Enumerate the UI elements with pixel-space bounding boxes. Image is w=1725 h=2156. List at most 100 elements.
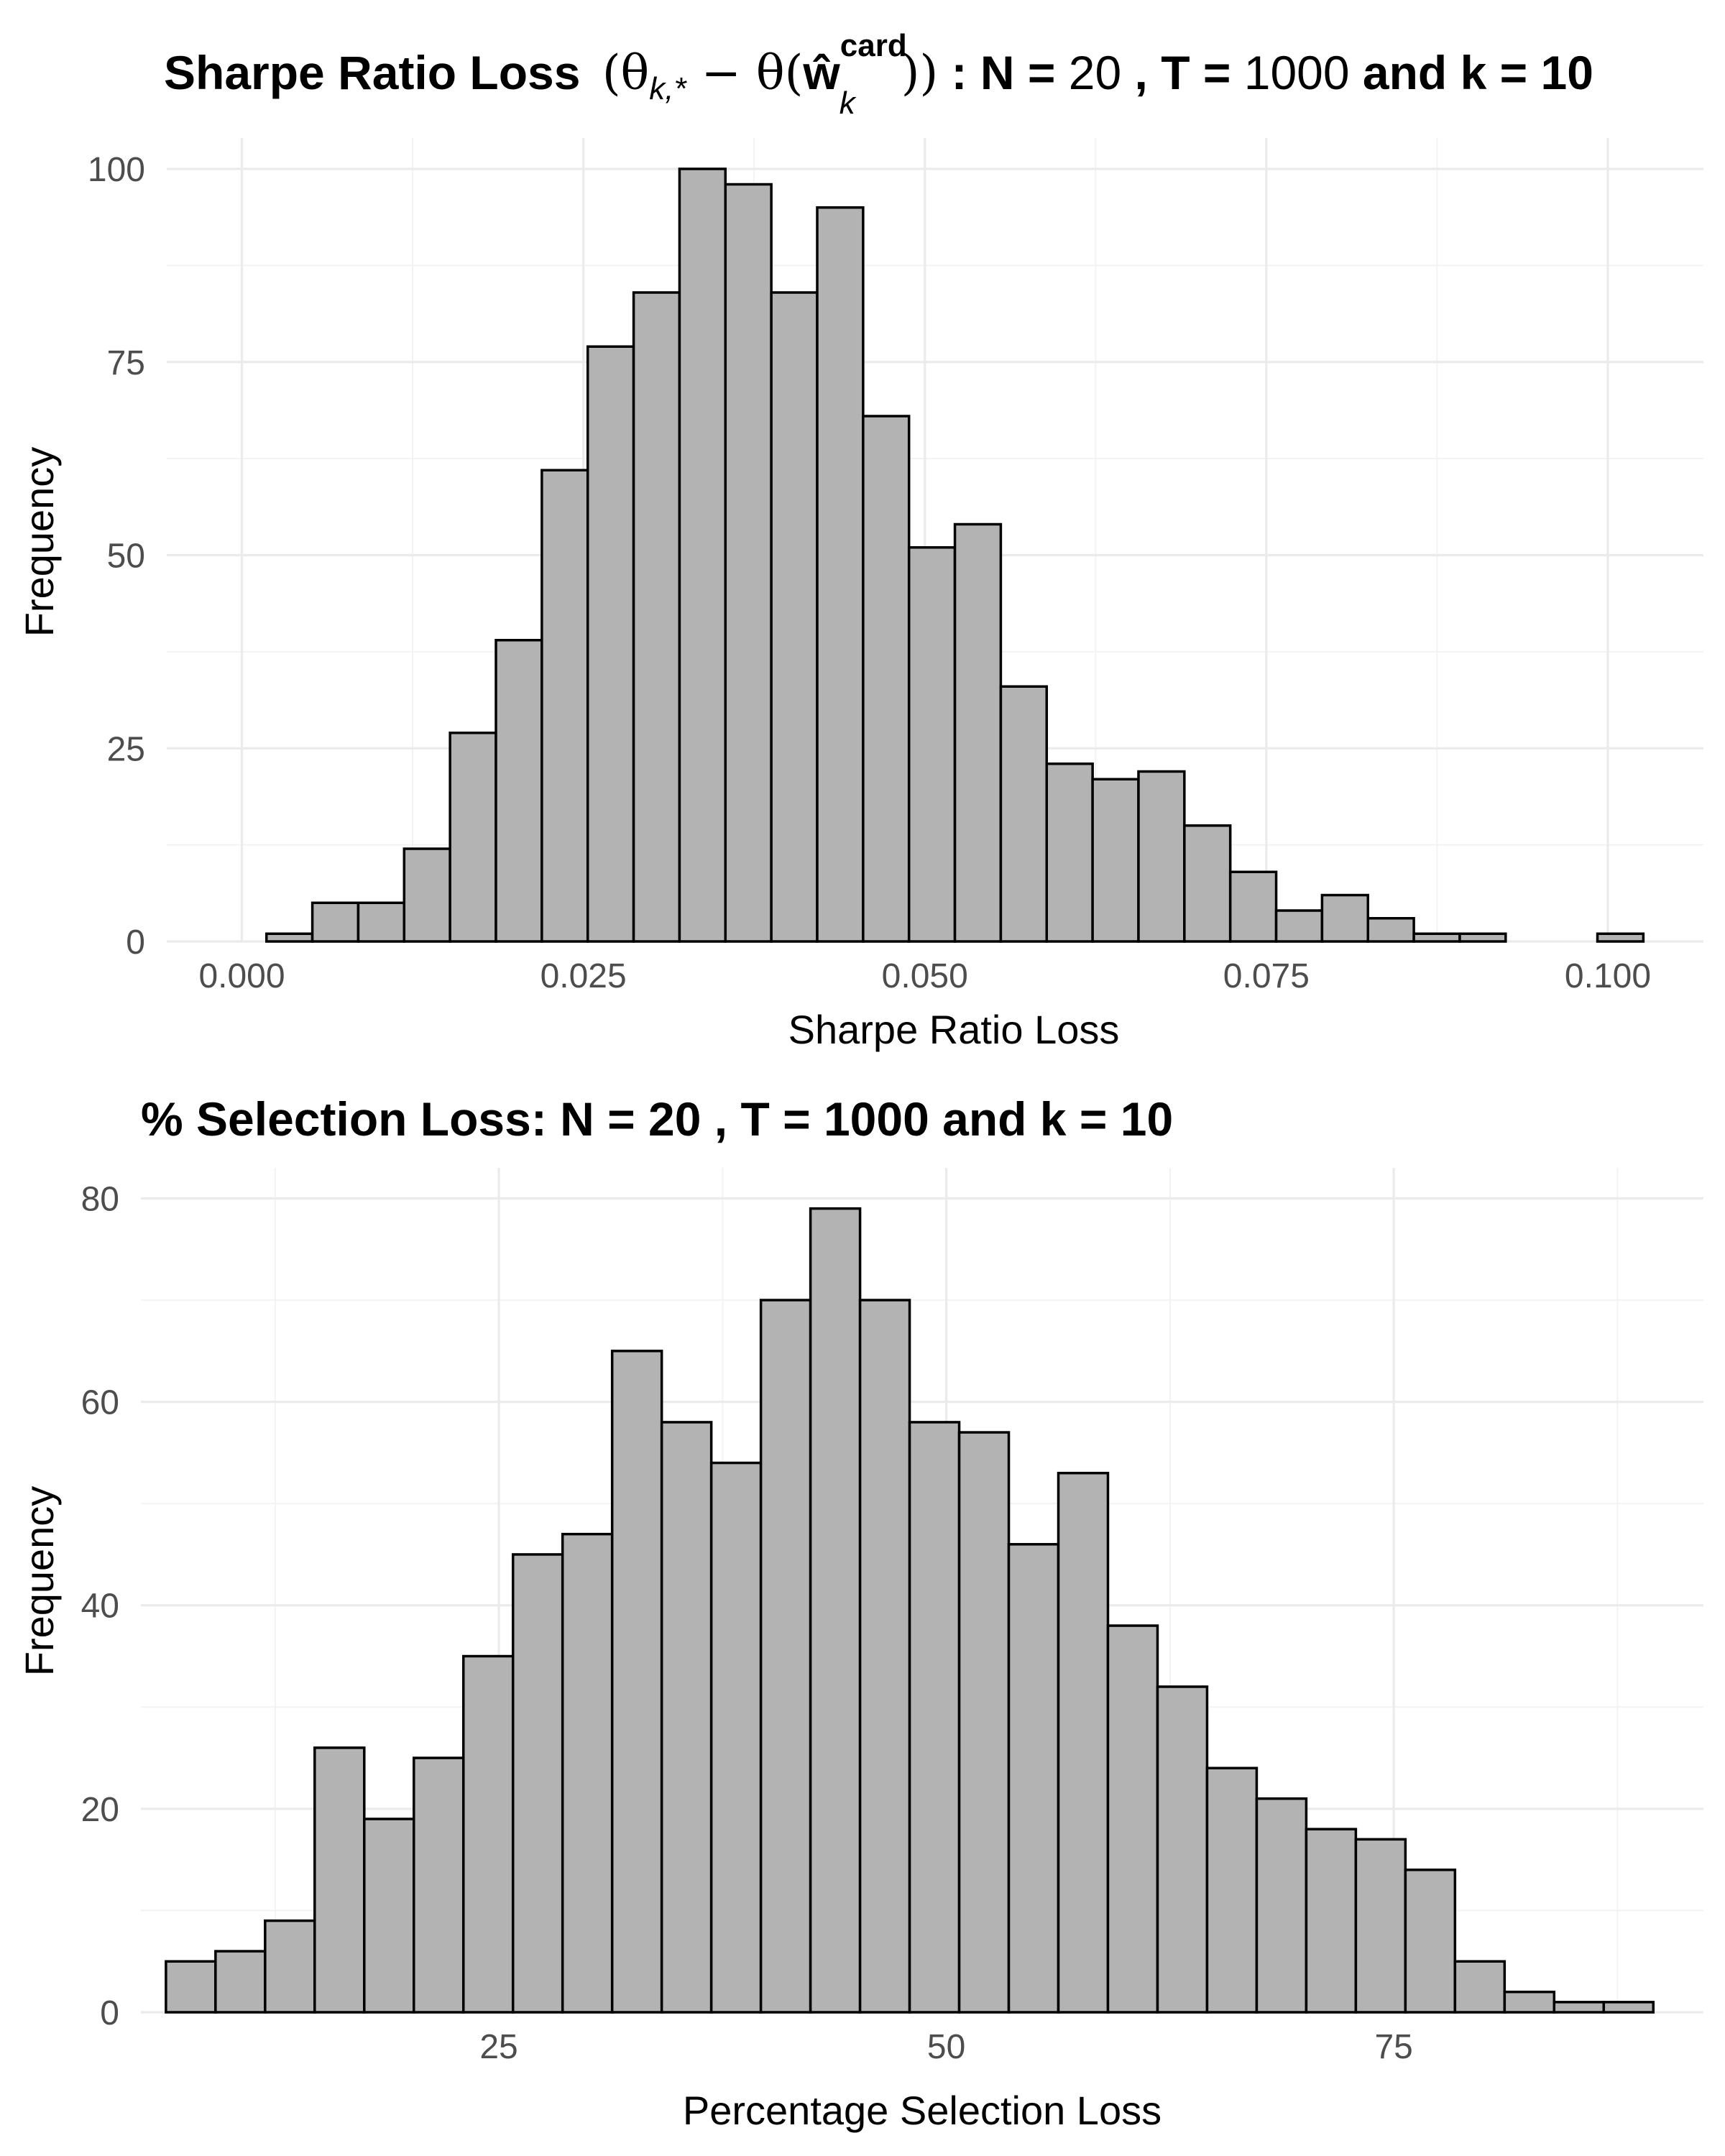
p1-bar-22	[1274, 909, 1324, 943]
p1-bar-13	[862, 415, 911, 943]
panel1-bars	[264, 167, 1645, 943]
p1-bar-16	[999, 685, 1049, 943]
p2-bar-3	[313, 1746, 366, 2014]
p2-bar-2	[264, 1919, 316, 2014]
panel1-x-tick-labels: 0.000 0.025 0.050 0.075 0.100	[198, 957, 1651, 995]
p2-bar-14	[858, 1299, 911, 2014]
p2-bar-11	[709, 1461, 763, 2014]
p1-bar-29	[1596, 932, 1645, 943]
p2-bar-13	[809, 1207, 862, 2014]
p1-y-tick-label-0: 0	[126, 923, 145, 962]
p1-bar-1	[310, 901, 360, 943]
p1-bar-4	[448, 732, 497, 943]
p2-y-tick-label-1: 20	[81, 1791, 119, 1829]
p2-bar-8	[561, 1532, 614, 2014]
p1-bar-19	[1137, 770, 1186, 943]
p2-bar-21	[1205, 1766, 1259, 2014]
p1-y-tick-label-1: 25	[107, 730, 145, 768]
p2-bar-29	[1602, 2001, 1655, 2014]
panel1-title-n-label: N =	[980, 46, 1069, 99]
panel1-title-n-value: 20	[1069, 46, 1121, 99]
p2-bar-4	[363, 1818, 415, 2014]
p1-bar-7	[586, 345, 635, 943]
p1-bar-25	[1412, 932, 1461, 943]
p1-y-tick-label-3: 75	[107, 344, 145, 382]
panel1-x-axis-title: Sharpe Ratio Loss	[788, 1007, 1120, 1052]
selection-loss-panel: % Selection Loss: N = 20 , T = 1000 and …	[17, 1092, 1703, 2133]
p2-bar-15	[908, 1421, 961, 2014]
panel1-title-colon: :	[938, 46, 980, 99]
p1-x-tick-label-4: 0.100	[1565, 957, 1651, 995]
p1-bar-24	[1366, 917, 1415, 943]
p2-bar-28	[1552, 2001, 1606, 2014]
p2-bar-24	[1354, 1838, 1407, 2014]
panel2-title: % Selection Loss: N = 20 , T = 1000 and …	[141, 1092, 1173, 1146]
p1-bar-2	[356, 901, 406, 943]
p2-bar-5	[413, 1756, 465, 2014]
p2-bar-20	[1156, 1685, 1209, 2014]
panel1-y-tick-labels: 0 25 50 75 100	[88, 151, 145, 962]
panel2-y-tick-labels: 0 20 40 60 80	[81, 1180, 119, 2032]
panel2-x-tick-labels: 25 50 75	[479, 2028, 1413, 2066]
p1-x-tick-label-0: 0.000	[198, 957, 285, 995]
p2-bar-16	[957, 1431, 1011, 2014]
p2-bar-17	[1007, 1543, 1060, 2014]
p2-bar-25	[1404, 1869, 1457, 2014]
p2-bar-0	[165, 1960, 217, 2014]
p2-y-tick-label-2: 40	[81, 1588, 119, 1626]
p1-bar-5	[494, 639, 543, 943]
p2-bar-9	[610, 1350, 663, 2014]
p2-bar-12	[759, 1299, 812, 2014]
p1-x-tick-label-2: 0.050	[882, 957, 968, 995]
p1-bar-20	[1183, 824, 1232, 943]
p2-bar-1	[214, 1950, 267, 2014]
panel1-title-theta-sub: k,*	[649, 71, 687, 106]
p1-bar-23	[1320, 893, 1370, 943]
p2-x-tick-label-0: 25	[479, 2028, 518, 2066]
panel1-title-w-hat: ŵ	[802, 46, 840, 99]
panel2-y-axis-title: Frequency	[17, 1486, 62, 1677]
p2-bar-23	[1305, 1828, 1358, 2014]
panel1-title-w-sub: k	[840, 86, 857, 121]
panel1-title-lead: Sharpe Ratio Loss	[164, 46, 580, 99]
p1-bar-0	[264, 932, 314, 943]
panel1-y-axis-title: Frequency	[17, 447, 62, 637]
p2-x-tick-label-2: 75	[1374, 2028, 1412, 2066]
p1-bar-6	[540, 469, 589, 943]
p1-bar-10	[724, 183, 773, 943]
p1-y-tick-label-4: 100	[88, 151, 145, 189]
p2-bar-18	[1057, 1471, 1110, 2014]
p1-bar-26	[1458, 932, 1507, 943]
p1-x-tick-label-1: 0.025	[540, 957, 627, 995]
panel1-title-k-value: 10	[1541, 46, 1593, 99]
p1-bar-15	[953, 522, 1003, 943]
p1-bar-17	[1045, 763, 1094, 943]
p2-x-tick-label-1: 50	[927, 2028, 965, 2066]
p1-bar-3	[402, 847, 451, 943]
panel1-title-k-label: and k =	[1350, 46, 1541, 99]
p1-bar-9	[678, 167, 727, 943]
panel1-title-minus: − θ(	[686, 45, 804, 101]
p2-bar-27	[1503, 1990, 1556, 2014]
panel2-x-axis-title: Percentage Selection Loss	[683, 2088, 1162, 2133]
p2-bar-6	[461, 1654, 515, 2014]
p1-bar-21	[1228, 870, 1278, 943]
p1-y-tick-label-2: 50	[107, 538, 145, 576]
p2-bar-10	[660, 1421, 713, 2014]
p2-bar-7	[511, 1553, 564, 2014]
panel2-bars	[165, 1207, 1655, 2014]
panel1-title-theta: (θ	[602, 45, 649, 101]
panel1-title-close: ))	[901, 45, 939, 101]
panel1-title: Sharpe Ratio Loss (θk,* − θ(ŵcard k)) : N…	[164, 28, 1593, 121]
p1-bar-8	[632, 291, 681, 943]
p2-y-tick-label-4: 80	[81, 1180, 119, 1218]
p2-bar-26	[1453, 1960, 1506, 2014]
panel1-title-w-sup: card	[840, 28, 907, 63]
p2-y-tick-label-0: 0	[100, 1994, 119, 2032]
panel1-title-t-sep: ,	[1121, 46, 1161, 99]
p1-bar-11	[770, 291, 819, 943]
p2-bar-19	[1106, 1624, 1159, 2014]
panel1-title-t-value: 1000	[1244, 46, 1350, 99]
p1-x-tick-label-3: 0.075	[1223, 957, 1310, 995]
